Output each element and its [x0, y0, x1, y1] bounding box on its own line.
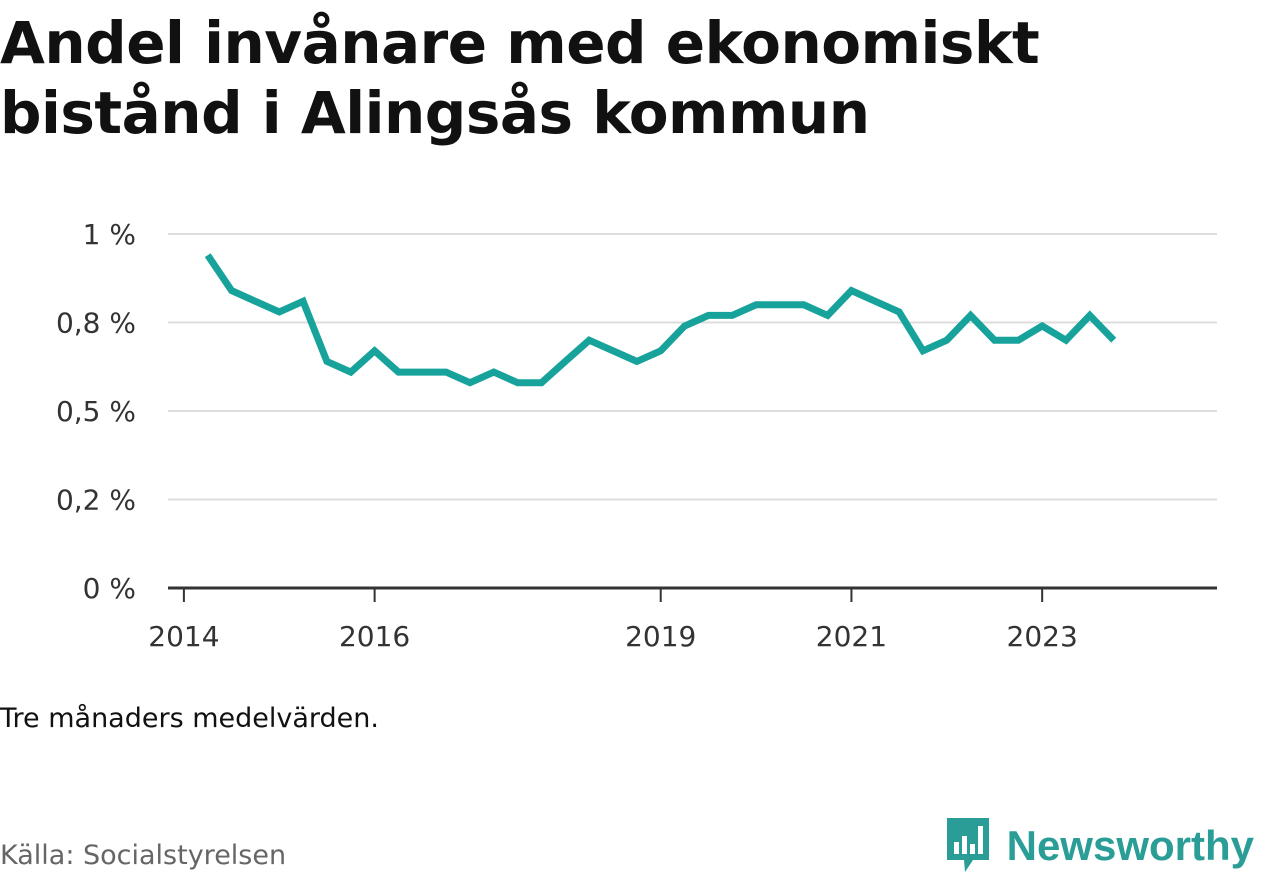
- x-tick-label: 2019: [625, 620, 696, 653]
- x-tick-label: 2023: [1007, 620, 1078, 653]
- chart-note: Tre månaders medelvärden.: [0, 703, 379, 734]
- gridlines: [168, 233, 1217, 501]
- y-tick-label: 0,8 %: [56, 307, 136, 340]
- source-credit: Källa: Socialstyrelsen: [0, 840, 287, 871]
- series-line: [204, 253, 1117, 387]
- brand-name: Newsworthy: [1006, 822, 1254, 869]
- y-tick-label: 0 %: [83, 572, 136, 605]
- y-tick-label: 0,2 %: [56, 484, 136, 517]
- chart-title: Andel invånare med ekonomiskt bistånd i …: [0, 9, 1040, 147]
- x-tick-label: 2016: [339, 620, 410, 653]
- y-tick-label: 1 %: [83, 218, 136, 251]
- y-tick-label: 0,5 %: [56, 395, 136, 428]
- x-axis: 2014 2016 2019 2021 2023: [148, 586, 1217, 653]
- x-tick-label: 2014: [148, 620, 219, 653]
- series-layer: [204, 253, 1117, 387]
- bar-chart-speech-icon: [943, 814, 993, 878]
- x-tick-label: 2021: [816, 620, 887, 653]
- y-axis-tick-labels: 0 % 0,2 % 0,5 % 0,8 % 1 %: [56, 218, 136, 605]
- brand-logo[interactable]: Newsworthy: [943, 816, 1254, 876]
